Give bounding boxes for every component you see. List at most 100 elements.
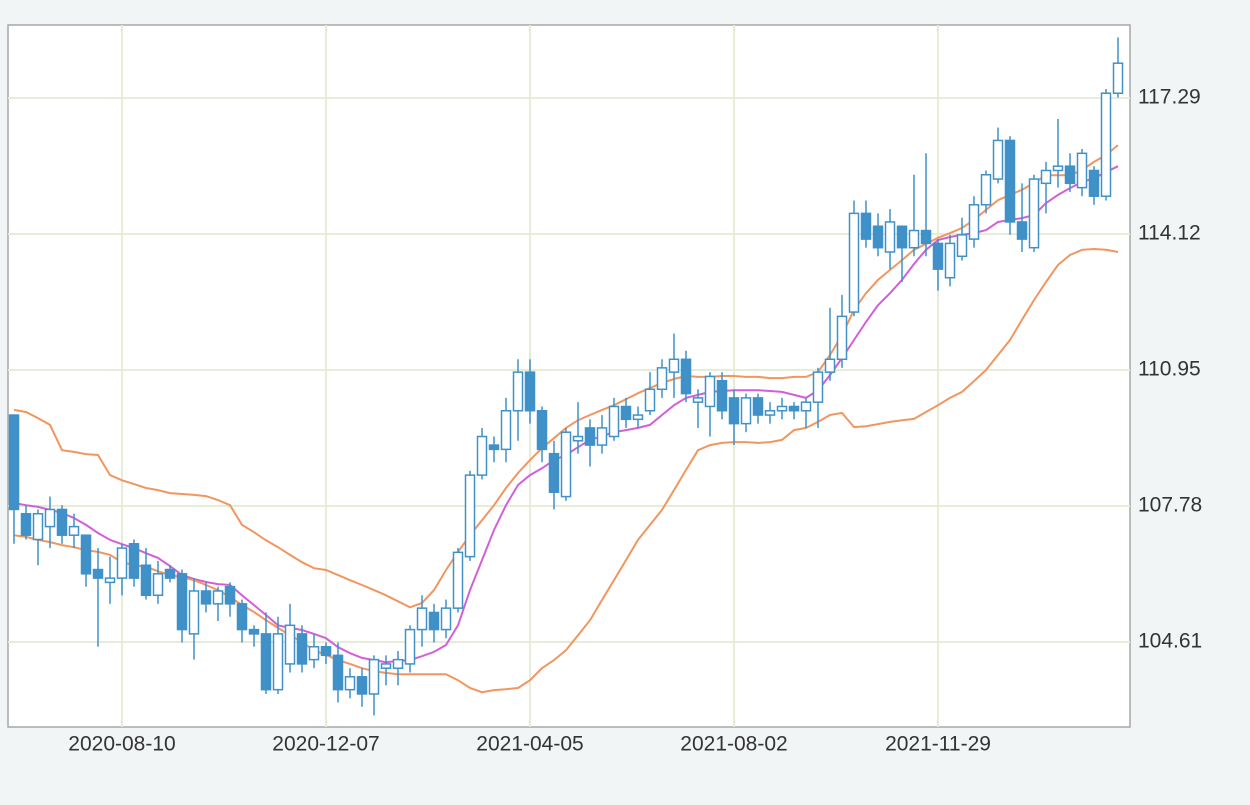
candle-body bbox=[164, 568, 176, 579]
candle-body bbox=[680, 358, 692, 395]
candle-body bbox=[56, 508, 68, 536]
candle-body bbox=[500, 410, 512, 451]
candle-body bbox=[860, 212, 872, 240]
candle-body bbox=[284, 624, 296, 665]
candle-body bbox=[1064, 165, 1076, 185]
candle-body bbox=[8, 414, 20, 511]
candle-body bbox=[380, 663, 392, 669]
candle-body bbox=[932, 242, 944, 270]
candle-body bbox=[128, 543, 140, 579]
candle-body bbox=[116, 547, 128, 579]
candle-body bbox=[452, 551, 464, 609]
x-tick-label: 2020-12-07 bbox=[272, 733, 379, 756]
candle-body bbox=[896, 225, 908, 249]
candle-body bbox=[428, 611, 440, 631]
candle-body bbox=[824, 358, 836, 373]
candle-body bbox=[944, 242, 956, 279]
candle-body bbox=[848, 212, 860, 313]
candle-body bbox=[200, 590, 212, 605]
y-tick-label: 107.78 bbox=[1138, 494, 1202, 517]
candle-body bbox=[764, 410, 776, 416]
candle-body bbox=[1004, 139, 1016, 223]
candle-body bbox=[572, 435, 584, 442]
candle-body bbox=[188, 590, 200, 635]
candle-body bbox=[176, 573, 188, 631]
candle-body bbox=[692, 397, 704, 403]
candle-body bbox=[968, 204, 980, 240]
candle-body bbox=[620, 405, 632, 421]
y-tick-label: 117.29 bbox=[1138, 85, 1201, 108]
candle-body bbox=[800, 401, 812, 412]
candle-body bbox=[776, 405, 788, 412]
candle-body bbox=[560, 431, 572, 498]
candle-body bbox=[80, 534, 92, 575]
candle-body bbox=[956, 234, 968, 258]
candle-body bbox=[908, 229, 920, 249]
candle-body bbox=[368, 658, 380, 695]
candle-body bbox=[296, 633, 308, 665]
candle-body bbox=[44, 508, 56, 528]
candle-body bbox=[872, 225, 884, 249]
candle-body bbox=[920, 229, 932, 245]
candle-body bbox=[644, 388, 656, 412]
candle-body bbox=[608, 405, 620, 438]
candle-body bbox=[140, 564, 152, 597]
candle-body bbox=[1100, 92, 1112, 197]
candle-body bbox=[356, 676, 368, 695]
y-tick-label: 104.61 bbox=[1138, 630, 1202, 653]
candle-body bbox=[440, 607, 452, 631]
candle-body bbox=[488, 444, 500, 451]
candle-body bbox=[224, 585, 236, 605]
candle-body bbox=[212, 590, 224, 605]
candle-body bbox=[752, 397, 764, 416]
candle-body bbox=[656, 367, 668, 391]
candle-body bbox=[668, 358, 680, 373]
candle-body bbox=[548, 452, 560, 494]
y-tick-label: 110.95 bbox=[1138, 358, 1201, 381]
candle-body bbox=[152, 573, 164, 597]
candle-body bbox=[812, 371, 824, 403]
candle-body bbox=[104, 577, 116, 584]
candle-body bbox=[344, 676, 356, 691]
candle-body bbox=[716, 379, 728, 412]
candle-body bbox=[992, 139, 1004, 180]
candle-body bbox=[632, 414, 644, 421]
candle-body bbox=[536, 410, 548, 451]
candle-body bbox=[464, 474, 476, 558]
candle-body bbox=[404, 628, 416, 665]
candle-body bbox=[32, 512, 44, 541]
plot-area bbox=[7, 24, 1131, 728]
candle-body bbox=[704, 375, 716, 408]
candle-body bbox=[596, 427, 608, 446]
candle-body bbox=[476, 435, 488, 476]
candle-body bbox=[1088, 169, 1100, 197]
candle-body bbox=[20, 512, 32, 536]
x-tick-label: 2021-08-02 bbox=[680, 733, 787, 756]
x-tick-label: 2020-08-10 bbox=[68, 733, 175, 756]
candle-body bbox=[416, 607, 428, 631]
candle-body bbox=[1112, 62, 1124, 94]
candle-body bbox=[308, 646, 320, 661]
candle-body bbox=[332, 654, 344, 691]
candle-body bbox=[320, 646, 332, 657]
candle-body bbox=[392, 658, 404, 669]
candle-body bbox=[584, 427, 596, 446]
y-tick-label: 114.12 bbox=[1138, 222, 1201, 245]
candle-body bbox=[1052, 165, 1064, 172]
candle-body bbox=[728, 397, 740, 425]
candle-body bbox=[272, 633, 284, 691]
x-tick-label: 2021-11-29 bbox=[885, 733, 991, 756]
candle-body bbox=[524, 371, 536, 412]
candle-body bbox=[512, 371, 524, 412]
candle-body bbox=[836, 315, 848, 361]
candle-body bbox=[740, 397, 752, 425]
line-series bbox=[13, 144, 1119, 609]
x-tick-label: 2021-04-05 bbox=[476, 733, 583, 756]
candle-body bbox=[92, 568, 104, 579]
candle-body bbox=[1016, 221, 1028, 240]
candle-body bbox=[1040, 169, 1052, 185]
candle-body bbox=[884, 221, 896, 253]
candle-body bbox=[1028, 178, 1040, 249]
